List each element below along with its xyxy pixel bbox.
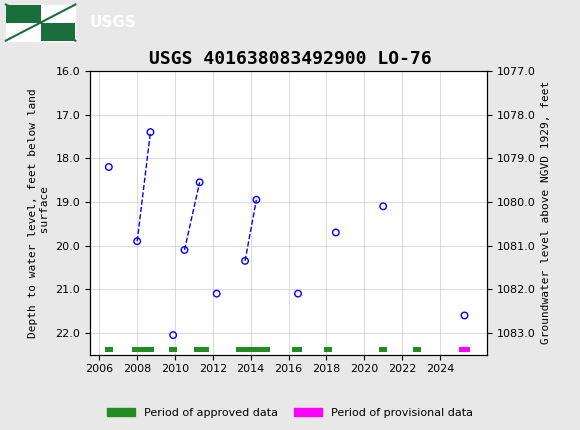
Point — [104, 163, 114, 170]
Y-axis label: Groundwater level above NGVD 1929, feet: Groundwater level above NGVD 1929, feet — [541, 81, 552, 344]
Bar — [132, 347, 154, 352]
Bar — [414, 347, 421, 352]
Point — [195, 179, 204, 186]
Bar — [169, 347, 177, 352]
Bar — [379, 347, 387, 352]
Point — [169, 332, 178, 338]
Point — [379, 203, 388, 210]
Bar — [41, 22, 75, 41]
Point — [146, 129, 155, 135]
Point — [212, 290, 222, 297]
Y-axis label: Depth to water level, feet below land
 surface: Depth to water level, feet below land su… — [28, 88, 50, 338]
Bar — [105, 347, 113, 352]
Point — [180, 246, 189, 253]
Bar — [459, 347, 470, 352]
Bar — [6, 4, 41, 22]
Bar — [324, 347, 332, 352]
Point — [331, 229, 340, 236]
Bar — [292, 347, 302, 352]
Bar — [235, 347, 270, 352]
Point — [460, 312, 469, 319]
Legend: Period of approved data, Period of provisional data: Period of approved data, Period of provi… — [103, 403, 477, 422]
Point — [240, 258, 249, 264]
Point — [133, 238, 142, 245]
Text: USGS 401638083492900 LO-76: USGS 401638083492900 LO-76 — [148, 50, 432, 68]
Point — [252, 197, 261, 203]
Bar — [194, 347, 209, 352]
Point — [293, 290, 303, 297]
Text: USGS: USGS — [90, 15, 137, 30]
Bar — [6, 4, 75, 41]
